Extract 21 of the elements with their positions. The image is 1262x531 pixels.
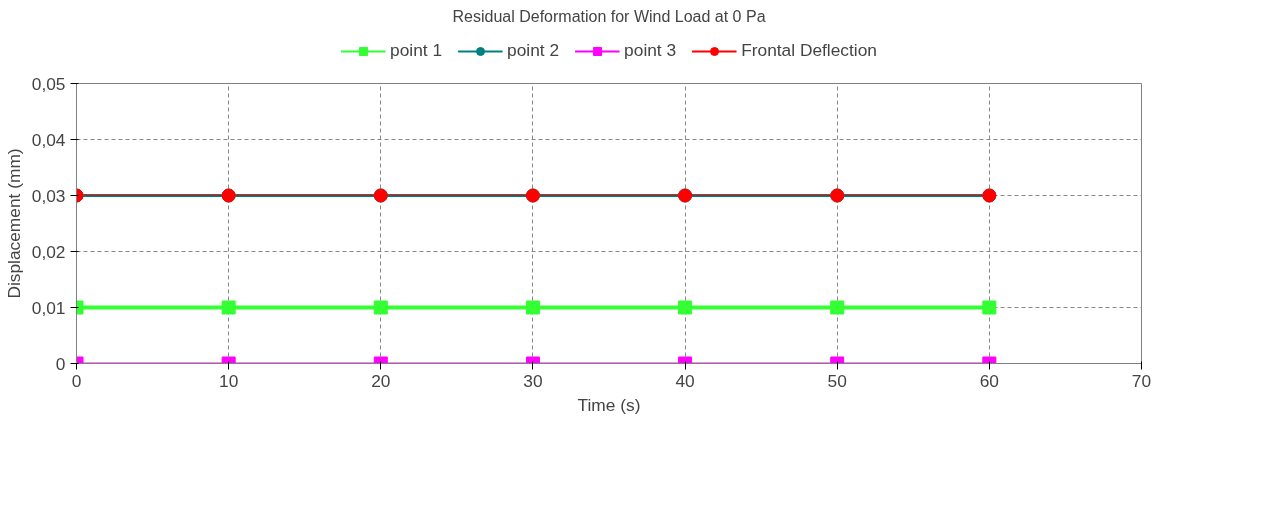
x-tick-label: 40 bbox=[675, 370, 695, 391]
y-tick-label: 0,02 bbox=[31, 241, 66, 262]
x-tick-label: 60 bbox=[979, 370, 999, 391]
chart-title: Residual Deformation for Wind Load at 0 Pa bbox=[452, 7, 766, 25]
x-tick-label: 10 bbox=[219, 370, 239, 391]
x-tick-label: 20 bbox=[371, 370, 391, 391]
legend-label: point 2 bbox=[507, 40, 560, 61]
x-tick-label: 0 bbox=[71, 370, 82, 391]
y-tick-label: 0,05 bbox=[31, 73, 66, 94]
y-axis-title: Displacement (mm) bbox=[3, 148, 24, 299]
y-tick-label: 0,04 bbox=[31, 129, 66, 150]
x-tick-label: 70 bbox=[1131, 370, 1152, 391]
y-tick-label: 0 bbox=[55, 353, 66, 374]
x-tick-label: 30 bbox=[523, 370, 543, 391]
legend-label: point 3 bbox=[624, 40, 677, 61]
x-axis-title: Time (s) bbox=[577, 394, 641, 415]
y-tick-label: 0,01 bbox=[31, 297, 66, 318]
y-tick-label: 0,03 bbox=[31, 185, 66, 206]
x-tick-label: 50 bbox=[827, 370, 847, 391]
legend-label: point 1 bbox=[390, 40, 443, 61]
legend-label: Frontal Deflection bbox=[741, 40, 877, 61]
